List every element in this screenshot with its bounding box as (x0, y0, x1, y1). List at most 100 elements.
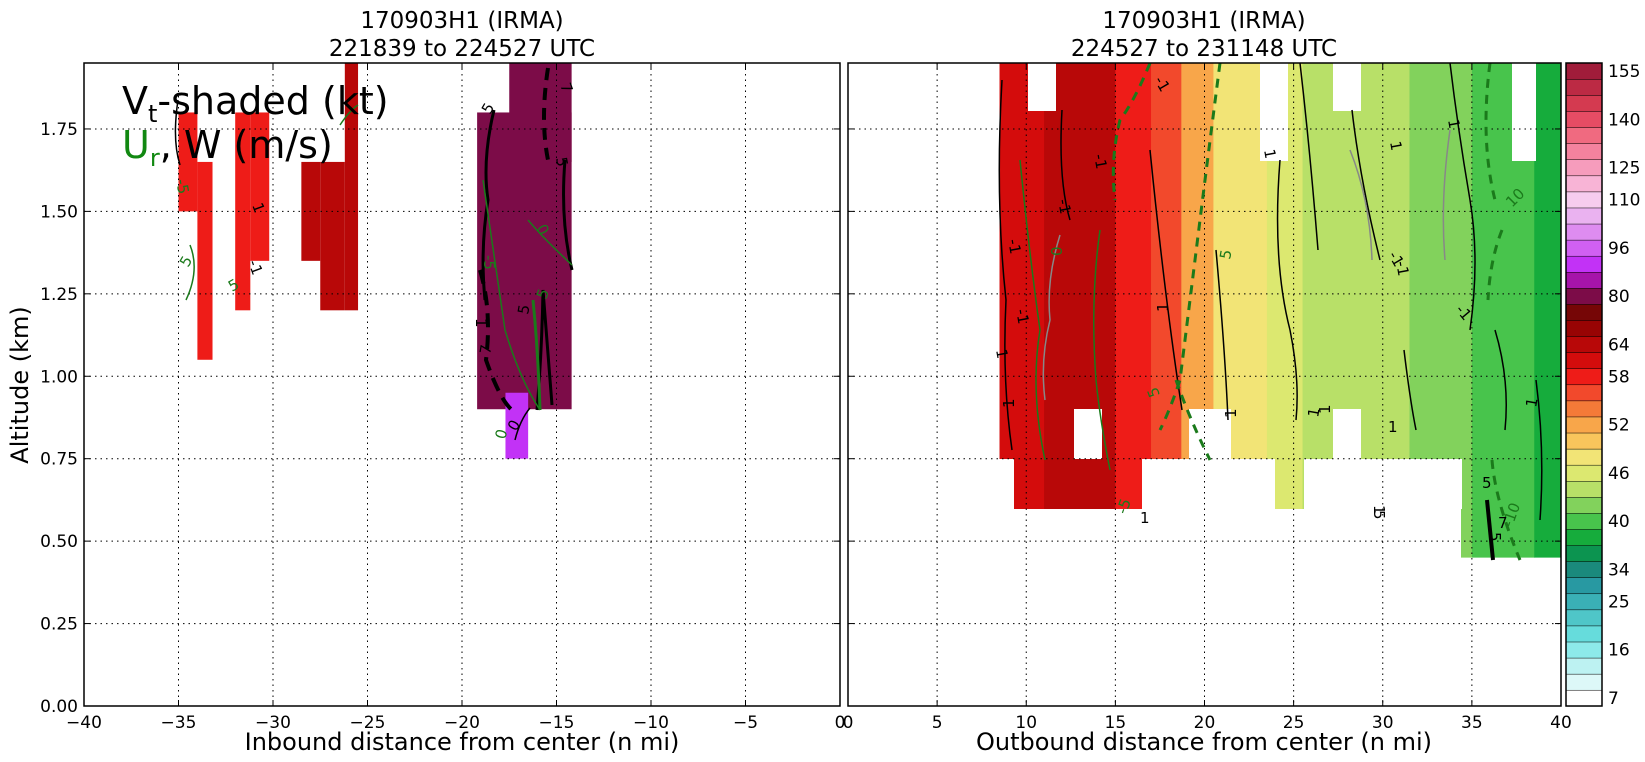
left-contour-label: 0 (491, 427, 511, 441)
right-contour-line (1174, 379, 1212, 461)
shaded-cell (250, 112, 270, 261)
right-contour-label: 1 (1304, 406, 1323, 419)
missing-cell (1043, 559, 1049, 706)
colorbar-tick-label: 25 (1608, 593, 1630, 613)
right-contour-line (1111, 63, 1152, 201)
shaded-cell (505, 392, 529, 459)
right-contour-label: 5 (1370, 510, 1388, 520)
y-tick-label: 1.25 (40, 285, 78, 305)
left-contour-line (185, 244, 195, 301)
left-shading (178, 63, 572, 459)
colorbar-swatch (1565, 110, 1603, 128)
colorbar-swatch (1565, 432, 1603, 450)
colorbar-tick-label: 80 (1608, 287, 1630, 307)
right-contour-label: 7 (1498, 514, 1508, 532)
left-contour-line (482, 179, 541, 411)
missing-cell (1189, 409, 1231, 459)
shaded-cell (178, 112, 198, 212)
right-ticks: 0 5 10 15 20 25 30 35 40 (843, 63, 1572, 733)
right-title-line2: 224527 to 231148 UTC (1071, 36, 1337, 62)
missing-cell (1074, 409, 1102, 459)
missing-cell (1260, 63, 1288, 161)
missing-cell (1333, 409, 1361, 459)
colorbar-swatch (1565, 480, 1603, 498)
right-contour-label: 1 (1260, 148, 1279, 161)
colorbar-swatch (1565, 448, 1603, 466)
right-contour-label: 1 (1522, 396, 1541, 409)
right-contour-label: 1 (1000, 398, 1018, 408)
x-tick-label: −20 (444, 713, 480, 733)
colorbar-swatch (1565, 94, 1603, 112)
colorbar-swatch (1565, 593, 1603, 611)
colorbar-swatch (1565, 159, 1603, 177)
y-tick-label: 0.50 (40, 532, 78, 552)
right-contour-label: 1 (1386, 140, 1405, 153)
right-contour-label: 1 (1140, 509, 1150, 527)
right-contour-line (1485, 499, 1495, 561)
colorbar-tick-label: 155 (1608, 62, 1640, 82)
colorbar-swatch (1565, 368, 1603, 386)
right-contour-line (1158, 63, 1222, 431)
colorbar-swatch (1565, 577, 1603, 595)
colorbar-swatch (1565, 175, 1603, 193)
right-contour-label: 1 (1370, 505, 1388, 515)
colorbar: 155 140 125 110 96 80 64 58 52 46 40 34 25 16 7 (1565, 62, 1640, 709)
y-tick-label: 1.50 (40, 202, 78, 222)
left-title-line2: 221839 to 224527 UTC (329, 36, 595, 62)
right-contour-line (1060, 109, 1071, 221)
colorbar-frame (1565, 62, 1603, 707)
x-tick-label: 30 (1372, 713, 1394, 733)
colorbar-swatch (1565, 207, 1603, 225)
missing-cell (1275, 509, 1377, 706)
colorbar-tick-label: 7 (1608, 689, 1619, 709)
colorbar-tick-label: 58 (1608, 367, 1630, 387)
colorbar-tick-label: 140 (1608, 110, 1640, 130)
left-contour-line (478, 269, 514, 412)
colorbar-swatch (1565, 319, 1603, 337)
left-contour-label: 5 (514, 303, 533, 316)
colorbar-swatch (1565, 625, 1603, 643)
right-contour-line (1042, 234, 1061, 401)
y-tick-label: 1.75 (40, 120, 78, 140)
colorbar-swatch (1565, 239, 1603, 257)
colorbar-swatch (1565, 384, 1603, 402)
left-contour-line (339, 104, 359, 126)
left-contour-line (562, 159, 574, 271)
left-ticks: −40 −35 −30 −25 −20 −15 −10 −5 0 0.00 0.25 0.50 0.75… (40, 63, 845, 733)
right-contour-line (998, 79, 1013, 451)
x-tick-label: 20 (1194, 713, 1216, 733)
right-contour-label: -1 (1004, 238, 1024, 256)
missing-cell (1391, 509, 1461, 706)
colorbar-tick-label: 110 (1608, 191, 1640, 211)
missing-cell (1142, 459, 1275, 509)
right-contour-line (1093, 229, 1111, 471)
x-tick-label: −10 (633, 713, 669, 733)
shaded-cell (344, 63, 359, 311)
colorbar-swatch (1565, 127, 1603, 144)
legend: Vt-shaded (kt) Ur, W (m/s) (122, 79, 389, 172)
left-title-line1: 170903H1 (IRMA) (360, 8, 563, 34)
colorbar-swatch (1565, 512, 1603, 530)
right-contour-line (1299, 63, 1319, 251)
right-contour-label: 1 (992, 348, 1011, 361)
right-contour-label: -5 (1113, 496, 1135, 516)
x-tick-label: 25 (1283, 713, 1305, 733)
missing-cell (1028, 63, 1056, 111)
colorbar-tick-label: 34 (1608, 560, 1630, 580)
left-contour-line (542, 67, 550, 161)
missing-cell (1110, 509, 1120, 559)
left-contour-line (514, 407, 531, 441)
right-contour-line (1403, 349, 1417, 431)
right-contour-label: 5 (1486, 532, 1504, 542)
right-contour-label: 1 (1222, 408, 1240, 418)
y-tick-label: 0.75 (40, 450, 78, 470)
colorbar-swatch (1565, 657, 1603, 675)
right-contour-label: -1 (1392, 260, 1412, 278)
right-contour-line (1351, 109, 1381, 261)
colorbar-swatch (1565, 609, 1603, 627)
right-contour-label: 1 (1316, 404, 1334, 414)
right-xlabel: Outbound distance from center (n mi) (976, 728, 1432, 756)
colorbar-tick-label: 16 (1608, 641, 1630, 661)
missing-cell (1362, 459, 1462, 509)
colorbar-swatch (1565, 271, 1603, 289)
